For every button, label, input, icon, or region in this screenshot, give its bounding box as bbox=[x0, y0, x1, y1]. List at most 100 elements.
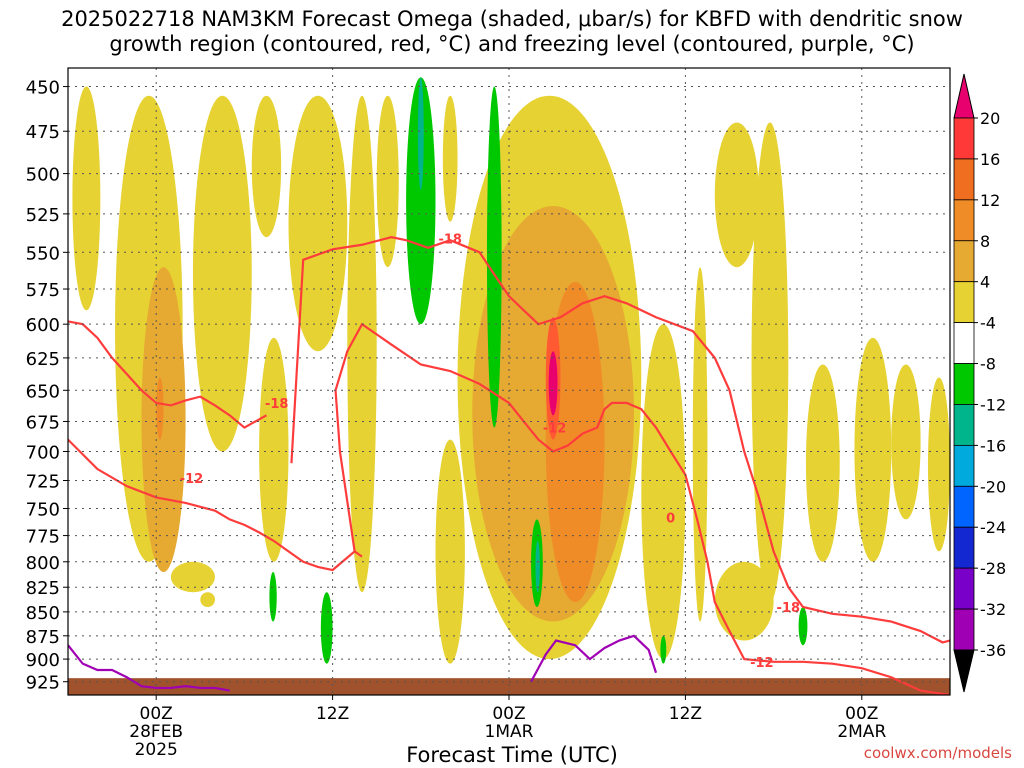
colorbar-segment bbox=[953, 567, 975, 610]
omega-shade-4to8-11 bbox=[714, 122, 759, 268]
credit-watermark: coolwx.com/models bbox=[863, 744, 1012, 762]
omega-shade-4to8-10 bbox=[692, 267, 708, 622]
x-tick-label: 00Z bbox=[492, 704, 525, 724]
x-tick-label: 12Z bbox=[316, 704, 349, 724]
x-axis-title: Forecast Time (UTC) bbox=[406, 743, 618, 767]
y-tick-label: 550 bbox=[26, 243, 60, 264]
omega-shade-12 bbox=[798, 606, 808, 646]
y-tick-label: 650 bbox=[26, 381, 60, 402]
plot-area: -18 -18 -12 -12 -12 -18 0 bbox=[68, 77, 950, 695]
omega-shade-4to8-7 bbox=[442, 95, 458, 222]
colorbar-tick-label: 16 bbox=[980, 150, 1000, 169]
omega-shade-7 bbox=[406, 77, 436, 325]
x-tick-label: 12Z bbox=[669, 704, 702, 724]
colorbar-segment bbox=[953, 199, 975, 242]
y-tick-label: 850 bbox=[26, 603, 60, 624]
omega-shade-4to8-0 bbox=[72, 86, 101, 311]
omega-shade-4to8-2 bbox=[192, 95, 252, 452]
y-tick-label: 500 bbox=[26, 165, 60, 186]
omega-shade-13 bbox=[660, 635, 667, 664]
contour-label: -18 bbox=[777, 601, 801, 616]
contour-label: -18 bbox=[438, 233, 462, 248]
omega-shade-4to8-4 bbox=[288, 95, 348, 352]
omega-shade-4to8-13 bbox=[751, 122, 789, 603]
colorbar-tick-label: -8 bbox=[980, 355, 996, 374]
colorbar-tick-label: 8 bbox=[980, 232, 990, 251]
omega-shade-14 bbox=[417, 77, 424, 190]
contour-line--12-2 bbox=[68, 438, 363, 572]
y-tick-label: 525 bbox=[26, 205, 60, 226]
y-tick-label: 775 bbox=[26, 527, 60, 548]
y-tick-label: 675 bbox=[26, 412, 60, 433]
y-tick-label: 450 bbox=[26, 78, 60, 99]
colorbar-segment bbox=[953, 485, 975, 528]
omega-shade-4to8-20 bbox=[170, 561, 215, 593]
omega-shade-4to8-21 bbox=[200, 592, 215, 607]
colorbar-top-arrow bbox=[953, 73, 975, 119]
omega-shade-9 bbox=[320, 592, 333, 664]
chart-title-line-2: growth region (contoured, red, °C) and f… bbox=[109, 32, 915, 56]
colorbar-tick-label: 4 bbox=[980, 273, 990, 292]
omega-shade-4to8-5 bbox=[347, 95, 377, 593]
omega-shade-4to8-14 bbox=[805, 364, 840, 562]
y-tick-label: 750 bbox=[26, 499, 60, 520]
y-tick-label: 725 bbox=[26, 471, 60, 492]
x-tick-label: 28FEB bbox=[129, 722, 183, 742]
terrain-fill bbox=[68, 678, 950, 695]
y-tick-label: 925 bbox=[26, 673, 60, 694]
colorbar-segment bbox=[953, 363, 975, 405]
contour-line-0-5 bbox=[530, 634, 658, 683]
omega-shade-10 bbox=[269, 572, 277, 622]
omega-shade-4to8-3 bbox=[251, 95, 282, 238]
colorbar-tick-label: 12 bbox=[980, 191, 1000, 210]
contour-line--18-0 bbox=[290, 236, 950, 644]
colorbar-tick-label: -4 bbox=[980, 314, 996, 333]
colorbar-tick-label: -36 bbox=[980, 641, 1006, 660]
colorbar-segment bbox=[953, 240, 975, 283]
colorbar-segment bbox=[953, 117, 975, 160]
colorbar-tick-label: 20 bbox=[980, 109, 1000, 128]
colorbar-segment bbox=[953, 158, 975, 201]
colorbar-tick-label: -28 bbox=[980, 559, 1006, 578]
colorbar-segment bbox=[953, 281, 975, 324]
omega-shade-4to8-12 bbox=[714, 561, 774, 641]
contour-label: -12 bbox=[750, 656, 774, 671]
y-tick-label: 700 bbox=[26, 443, 60, 464]
omega-shade-4to8-15 bbox=[854, 337, 892, 562]
omega-shade-4to8-19 bbox=[259, 337, 289, 562]
contour-line-0-4 bbox=[68, 644, 230, 692]
x-tick-label: 2025 bbox=[135, 740, 178, 760]
y-tick-label: 900 bbox=[26, 650, 60, 671]
colorbar-tick-label: -24 bbox=[980, 518, 1006, 537]
y-tick-label: 825 bbox=[26, 578, 60, 599]
omega-shade-4to8-6 bbox=[376, 95, 399, 268]
x-tick-label: 1MAR bbox=[485, 722, 534, 742]
colorbar-segment bbox=[953, 526, 975, 569]
contour-label: -12 bbox=[543, 422, 567, 437]
omega-shade-3 bbox=[545, 281, 605, 603]
y-tick-label: 475 bbox=[26, 122, 60, 143]
omega-shade-4to8-9 bbox=[641, 324, 686, 660]
colorbar-segment bbox=[953, 322, 975, 364]
x-tick-label: 00Z bbox=[140, 704, 173, 724]
contour-label: -12 bbox=[180, 472, 204, 487]
y-tick-label: 800 bbox=[26, 553, 60, 574]
y-tick-label: 625 bbox=[26, 349, 60, 370]
omega-shade-15 bbox=[535, 540, 540, 593]
contour-label: 0 bbox=[666, 511, 675, 526]
omega-shade-4 bbox=[156, 377, 164, 440]
x-tick-label: 2MAR bbox=[837, 722, 886, 742]
y-tick-label: 600 bbox=[26, 315, 60, 336]
y-tick-label: 575 bbox=[26, 280, 60, 301]
omega-shade-4to8-18 bbox=[435, 439, 465, 664]
contour-line--18-1 bbox=[68, 320, 267, 429]
colorbar-segment bbox=[953, 404, 975, 446]
y-tick-label: 875 bbox=[26, 627, 60, 648]
omega-shade-1 bbox=[141, 267, 186, 573]
omega-shade-4to8-16 bbox=[891, 364, 921, 520]
omega-shade-8 bbox=[486, 86, 502, 428]
colorbar-bottom-arrow bbox=[953, 649, 975, 693]
omega-shade-4to8-17 bbox=[927, 377, 950, 552]
colorbar-tick-label: -12 bbox=[980, 395, 1006, 414]
